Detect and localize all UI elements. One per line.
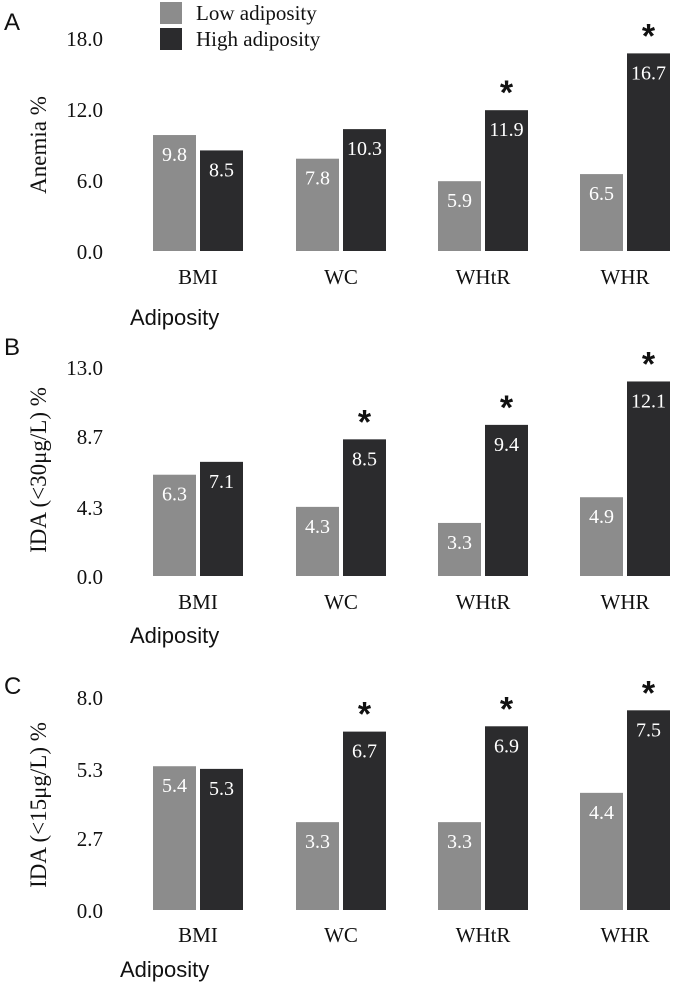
y-tick-label: 0.0: [77, 565, 103, 589]
panel-c: C 0.0 2.7 5.3 8.0 IDA (<15μg/L) % 5.4 5.3 BMI 3.3…: [4, 673, 670, 982]
data-label: 9.8: [162, 144, 187, 166]
bar-high-bmi: [200, 150, 243, 251]
y-axis-label: Anemia %: [26, 96, 51, 194]
panel-a: A 0.0 6.0 12.0 18.0 Anemia % 9.8 8.5 BMI 7.8 10.3 W…: [4, 9, 670, 330]
bar-low-wc: [296, 822, 339, 910]
bar-low-whtr: [438, 181, 481, 251]
bar-high-whr: [627, 53, 670, 252]
panel-letter: A: [4, 9, 20, 36]
data-label: 7.8: [305, 168, 330, 190]
data-label: 7.5: [636, 719, 661, 741]
y-tick-label: 2.7: [77, 827, 103, 851]
bar-low-bmi: [153, 766, 196, 910]
panel-letter: B: [4, 334, 20, 361]
x-axis-label: Adiposity: [120, 957, 209, 982]
bar-high-whr: [627, 381, 670, 576]
x-tick-label: WHtR: [456, 923, 511, 947]
x-tick-label: WC: [324, 590, 358, 614]
data-label: 4.9: [589, 506, 614, 528]
data-label: 6.5: [589, 183, 614, 205]
data-label: 3.3: [447, 532, 472, 554]
data-label: 4.4: [589, 802, 614, 824]
x-tick-label: WC: [324, 265, 358, 289]
bar-low-wc: [296, 158, 339, 251]
bar-low-bmi: [153, 474, 196, 576]
panel-letter: C: [4, 673, 21, 700]
data-label: 5.4: [162, 775, 187, 797]
bar-low-whr: [580, 174, 623, 251]
significance-marker: *: [642, 345, 656, 383]
bar-low-bmi: [153, 135, 196, 251]
significance-marker: *: [358, 696, 372, 734]
data-label: 5.9: [447, 190, 472, 212]
y-tick-label: 6.0: [77, 169, 103, 193]
bar-high-bmi: [200, 768, 243, 910]
data-label: 12.1: [631, 390, 666, 412]
bar-low-whtr: [438, 822, 481, 910]
data-label: 8.5: [352, 448, 377, 470]
data-label: 8.5: [209, 159, 234, 181]
bar-high-bmi: [200, 461, 243, 576]
data-label: 3.3: [447, 831, 472, 853]
x-tick-label: WHtR: [456, 265, 511, 289]
bar-high-whtr: [485, 726, 528, 910]
data-label: 11.9: [489, 119, 523, 141]
data-label: 6.3: [162, 484, 187, 506]
data-label: 10.3: [347, 138, 382, 160]
y-tick-label: 8.7: [77, 425, 103, 449]
data-label: 6.7: [352, 741, 377, 763]
bar-high-wc: [343, 439, 386, 576]
legend-label: High adiposity: [196, 27, 321, 51]
data-label: 9.4: [494, 434, 519, 456]
legend-label: Low adiposity: [196, 1, 317, 25]
data-label: 6.9: [494, 735, 519, 757]
legend-swatch: [160, 2, 182, 24]
bar-low-whr: [580, 792, 623, 910]
y-axis-label: IDA (<15μg/L) %: [26, 722, 51, 888]
y-tick-label: 18.0: [66, 27, 103, 51]
bar-high-whtr: [485, 424, 528, 576]
panels: A 0.0 6.0 12.0 18.0 Anemia % 9.8 8.5 BMI 7.8 10.3 W…: [4, 9, 670, 982]
data-label: 16.7: [631, 62, 666, 84]
data-label: 7.1: [209, 471, 234, 493]
significance-marker: *: [500, 690, 514, 728]
legend-swatch: [160, 28, 182, 50]
bar-low-whr: [580, 497, 623, 576]
bar-low-wc: [296, 506, 339, 576]
significance-marker: *: [642, 674, 656, 712]
x-tick-label: BMI: [178, 265, 218, 289]
panel-b: B 0.0 4.3 8.7 13.0 IDA (<30μg/L) % 6.3 7.1 BMI 4.…: [4, 334, 670, 648]
bar-high-wc: [343, 731, 386, 910]
bar-high-whr: [627, 710, 670, 910]
data-label: 4.3: [305, 516, 330, 538]
y-tick-label: 0.0: [77, 899, 103, 923]
bar-low-whtr: [438, 522, 481, 576]
data-label: 5.3: [209, 778, 234, 800]
x-tick-label: WHR: [601, 590, 650, 614]
x-axis-label: Adiposity: [130, 623, 219, 648]
y-tick-label: 12.0: [66, 98, 103, 122]
y-tick-label: 13.0: [66, 356, 103, 380]
x-tick-label: BMI: [178, 923, 218, 947]
x-axis-label: Adiposity: [130, 305, 219, 330]
significance-marker: *: [642, 17, 656, 55]
y-tick-label: 5.3: [77, 758, 103, 782]
y-axis-label: IDA (<30μg/L) %: [26, 387, 51, 553]
x-tick-label: WHtR: [456, 590, 511, 614]
significance-marker: *: [500, 74, 514, 112]
x-tick-label: WC: [324, 923, 358, 947]
x-tick-label: BMI: [178, 590, 218, 614]
y-tick-label: 4.3: [77, 496, 103, 520]
significance-marker: *: [500, 389, 514, 427]
x-tick-label: WHR: [601, 923, 650, 947]
significance-marker: *: [358, 403, 372, 441]
x-tick-label: WHR: [601, 265, 650, 289]
bar-high-wc: [343, 129, 386, 251]
data-label: 3.3: [305, 831, 330, 853]
y-tick-label: 8.0: [77, 686, 103, 710]
y-tick-label: 0.0: [77, 240, 103, 264]
bar-high-whtr: [485, 110, 528, 251]
